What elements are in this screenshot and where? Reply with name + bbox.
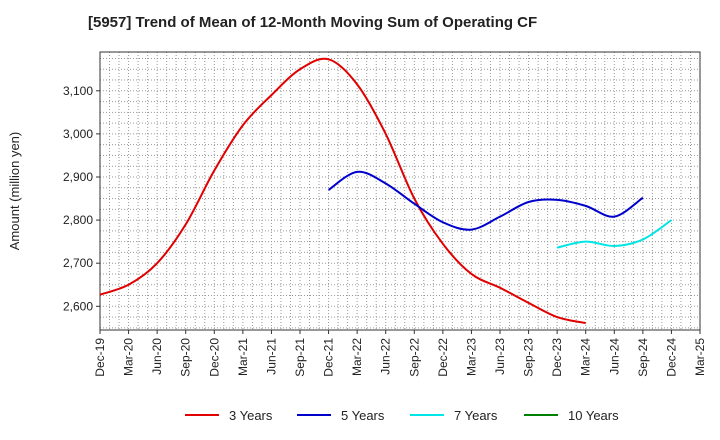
x-tick-label: Sep-22 [407, 338, 421, 377]
y-axis-title: Amount (million yen) [7, 132, 22, 251]
x-tick-label: Dec-24 [664, 338, 678, 377]
legend-item-5-years: 5 Years [297, 404, 384, 426]
x-tick-label: Dec-19 [93, 338, 107, 377]
y-tick-label: 3,100 [63, 84, 93, 98]
x-tick-label: Jun-22 [379, 338, 393, 375]
legend-label: 5 Years [341, 407, 385, 423]
x-tick-label: Jun-23 [493, 338, 507, 375]
y-tick-label: 2,700 [63, 256, 93, 270]
x-tick-label: Sep-24 [636, 338, 650, 377]
legend-swatch [410, 414, 444, 416]
x-tick-label: Mar-21 [236, 338, 250, 376]
x-tick-label: Mar-24 [579, 338, 593, 376]
x-tick-label: Dec-21 [322, 338, 336, 377]
x-tick-label: Dec-22 [436, 338, 450, 377]
x-tick-label: Sep-20 [179, 338, 193, 377]
line-chart: 2,600 2,700 2,800 2,900 3,000 3,100 Dec-19 Mar… [7, 51, 707, 377]
x-tick-label: Sep-23 [522, 338, 536, 377]
x-tick-label: Jun-21 [264, 338, 278, 375]
grid-lines [100, 52, 700, 330]
x-tick-label: Jun-20 [150, 338, 164, 375]
series-lines [99, 57, 673, 325]
x-tick-label: Mar-23 [464, 338, 478, 376]
x-tick-label: Mar-25 [693, 338, 707, 376]
legend-label: 3 Years [229, 407, 273, 423]
y-tick-label: 2,800 [63, 213, 93, 227]
y-tick-label: 2,900 [63, 170, 93, 184]
legend-item-7-years: 7 Years [410, 404, 497, 426]
legend: 3 Years 5 Years 7 Years 10 Years [0, 404, 720, 426]
x-tick-label: Dec-20 [207, 338, 221, 377]
series-line-7-years [556, 219, 673, 249]
legend-item-10-years: 10 Years [524, 404, 619, 426]
x-tick-label: Mar-22 [350, 338, 364, 376]
y-axis: 2,600 2,700 2,800 2,900 3,000 3,100 [63, 84, 100, 313]
x-tick-label: Jun-24 [607, 338, 621, 375]
legend-swatch [524, 414, 558, 416]
series-line-3-years [99, 57, 586, 325]
x-axis: Dec-19 Mar-20 Jun-20 Sep-20 Dec-20 Mar-21 Jun-… [93, 330, 707, 377]
x-tick-label: Sep-21 [293, 338, 307, 377]
x-tick-label: Dec-23 [550, 338, 564, 377]
series-line-5-years [327, 170, 644, 231]
legend-swatch [185, 414, 219, 416]
y-tick-label: 2,600 [63, 299, 93, 313]
plot-border [99, 51, 701, 331]
legend-item-3-years: 3 Years [185, 404, 272, 426]
legend-label: 7 Years [454, 407, 498, 423]
x-tick-label: Mar-20 [122, 338, 136, 376]
legend-swatch [297, 414, 331, 416]
legend-label: 10 Years [568, 407, 619, 423]
chart-title: [5957] Trend of Mean of 12-Month Moving … [88, 14, 538, 31]
plot-background [100, 52, 700, 330]
y-tick-label: 3,000 [63, 127, 93, 141]
